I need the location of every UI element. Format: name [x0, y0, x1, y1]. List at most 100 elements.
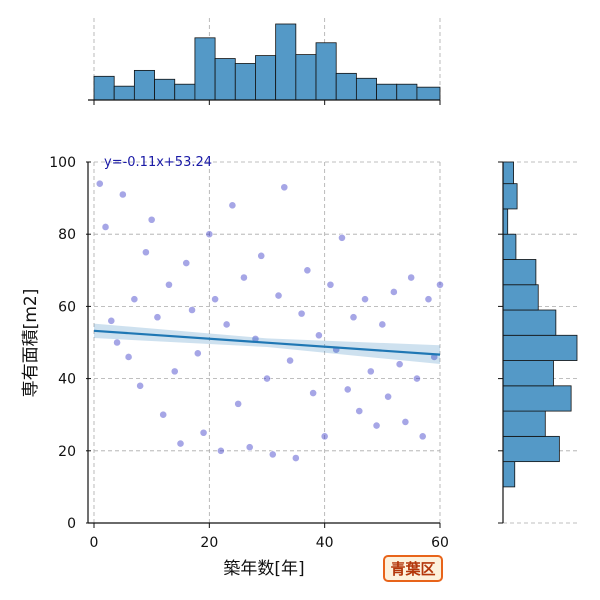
scatter-point: [193, 349, 202, 358]
scatter-point: [165, 280, 173, 289]
x-hist-bar: [214, 58, 236, 101]
scatter-point: [372, 421, 381, 430]
regression-layer: [93, 323, 441, 365]
scatter-point: [228, 201, 237, 210]
y-hist-bar: [502, 410, 546, 437]
y-hist-bar: [502, 183, 518, 210]
x-hist-bar: [234, 63, 256, 101]
y-hist-bar: [502, 259, 537, 286]
scatter-point: [136, 381, 145, 390]
scatter-point: [263, 374, 271, 383]
x-tick-label: 60: [431, 535, 449, 551]
scatter-point: [118, 190, 127, 199]
scatter-point: [378, 320, 387, 329]
y-tick-label: 0: [67, 516, 76, 532]
scatter-point: [326, 280, 335, 289]
x-hist-bar: [315, 42, 337, 101]
scatter-point: [389, 288, 398, 296]
y-hist-bar: [502, 161, 514, 185]
x-tick-label: 0: [90, 535, 99, 551]
y-tick-label: 40: [58, 372, 76, 388]
scatter-point: [280, 183, 289, 192]
y-hist-bar: [502, 208, 509, 235]
regression-equation: y=-0.11x+53.24: [104, 155, 212, 170]
scatter-point: [309, 389, 318, 397]
scatter-point: [124, 353, 133, 361]
x-hist-bar: [295, 54, 317, 101]
scatter-point: [245, 443, 254, 452]
y-hist-bar: [502, 461, 516, 488]
x-hist-bar: [355, 77, 377, 101]
x-hist-bar: [93, 75, 115, 101]
x-hist-bar: [255, 55, 277, 101]
scatter-point: [182, 259, 191, 267]
scatter-point: [147, 215, 156, 224]
x-axis-title: 築年数[年]: [223, 559, 304, 579]
scatter-point: [407, 273, 416, 282]
y-marginal-histogram: [498, 161, 578, 524]
scatter-point: [159, 410, 168, 419]
scatter-points: [95, 179, 444, 462]
scatter-point: [286, 356, 294, 365]
scatter-point: [355, 407, 364, 415]
scatter-point: [101, 223, 110, 231]
y-tick-label: 60: [58, 299, 76, 315]
y-hist-bar: [502, 233, 517, 260]
scatter-point: [234, 399, 243, 408]
scatter-point: [349, 313, 358, 322]
y-hist-bar: [502, 284, 539, 311]
scatter-point: [314, 331, 323, 340]
y-hist-bar: [502, 360, 554, 387]
scatter-point: [240, 273, 248, 282]
scatter-point: [401, 418, 410, 426]
scatter-point: [320, 432, 329, 441]
scatter-point: [205, 230, 214, 239]
scatter-point: [343, 385, 352, 394]
main-axes: 0 20 40 60 0 20 40 60 80 100: [49, 155, 449, 551]
x-tick-label: 40: [316, 535, 334, 551]
y-hist-bar: [502, 334, 578, 361]
scatter-point: [130, 295, 139, 304]
x-tick-label: 20: [200, 535, 218, 551]
scatter-point: [274, 291, 283, 300]
scatter-point: [188, 306, 196, 314]
scatter-point: [257, 251, 266, 260]
x-hist-bar: [335, 72, 357, 101]
scatter-point: [303, 266, 312, 275]
scatter-point: [384, 392, 392, 401]
y-tick-label: 20: [58, 444, 76, 460]
x-hist-bar: [113, 85, 135, 101]
scatter-point: [95, 179, 104, 188]
scatter-point: [338, 233, 346, 242]
x-hist-bar: [396, 83, 418, 101]
y-hist-bar: [502, 435, 560, 463]
scatter-point: [291, 454, 300, 462]
scatter-point: [268, 450, 277, 459]
regression-line: [93, 329, 441, 356]
x-hist-bar: [174, 83, 196, 101]
scatter-point: [424, 295, 433, 304]
x-hist-bar: [154, 78, 176, 101]
scatter-point: [418, 432, 427, 441]
x-hist-bar: [275, 23, 297, 101]
y-axis-title: 専有面積[m2]: [21, 289, 41, 398]
scatter-point: [222, 320, 231, 329]
scatter-point: [366, 367, 375, 376]
scatter-point: [113, 338, 121, 347]
scatter-point: [141, 248, 150, 257]
scatter-point: [413, 374, 421, 383]
x-hist-bar: [133, 69, 155, 101]
ward-badge: 青葉区: [383, 555, 443, 582]
scatter-point: [361, 295, 369, 304]
x-marginal-histogram: [88, 18, 441, 105]
scatter-point: [211, 295, 219, 304]
y-tick-label: 100: [49, 155, 76, 171]
scatter-point: [297, 309, 306, 318]
scatter-point: [395, 360, 404, 369]
scatter-point: [176, 439, 185, 448]
scatter-point: [170, 367, 179, 376]
scatter-point: [436, 280, 444, 289]
y-hist-bar: [502, 385, 572, 412]
x-hist-bar: [416, 86, 441, 101]
